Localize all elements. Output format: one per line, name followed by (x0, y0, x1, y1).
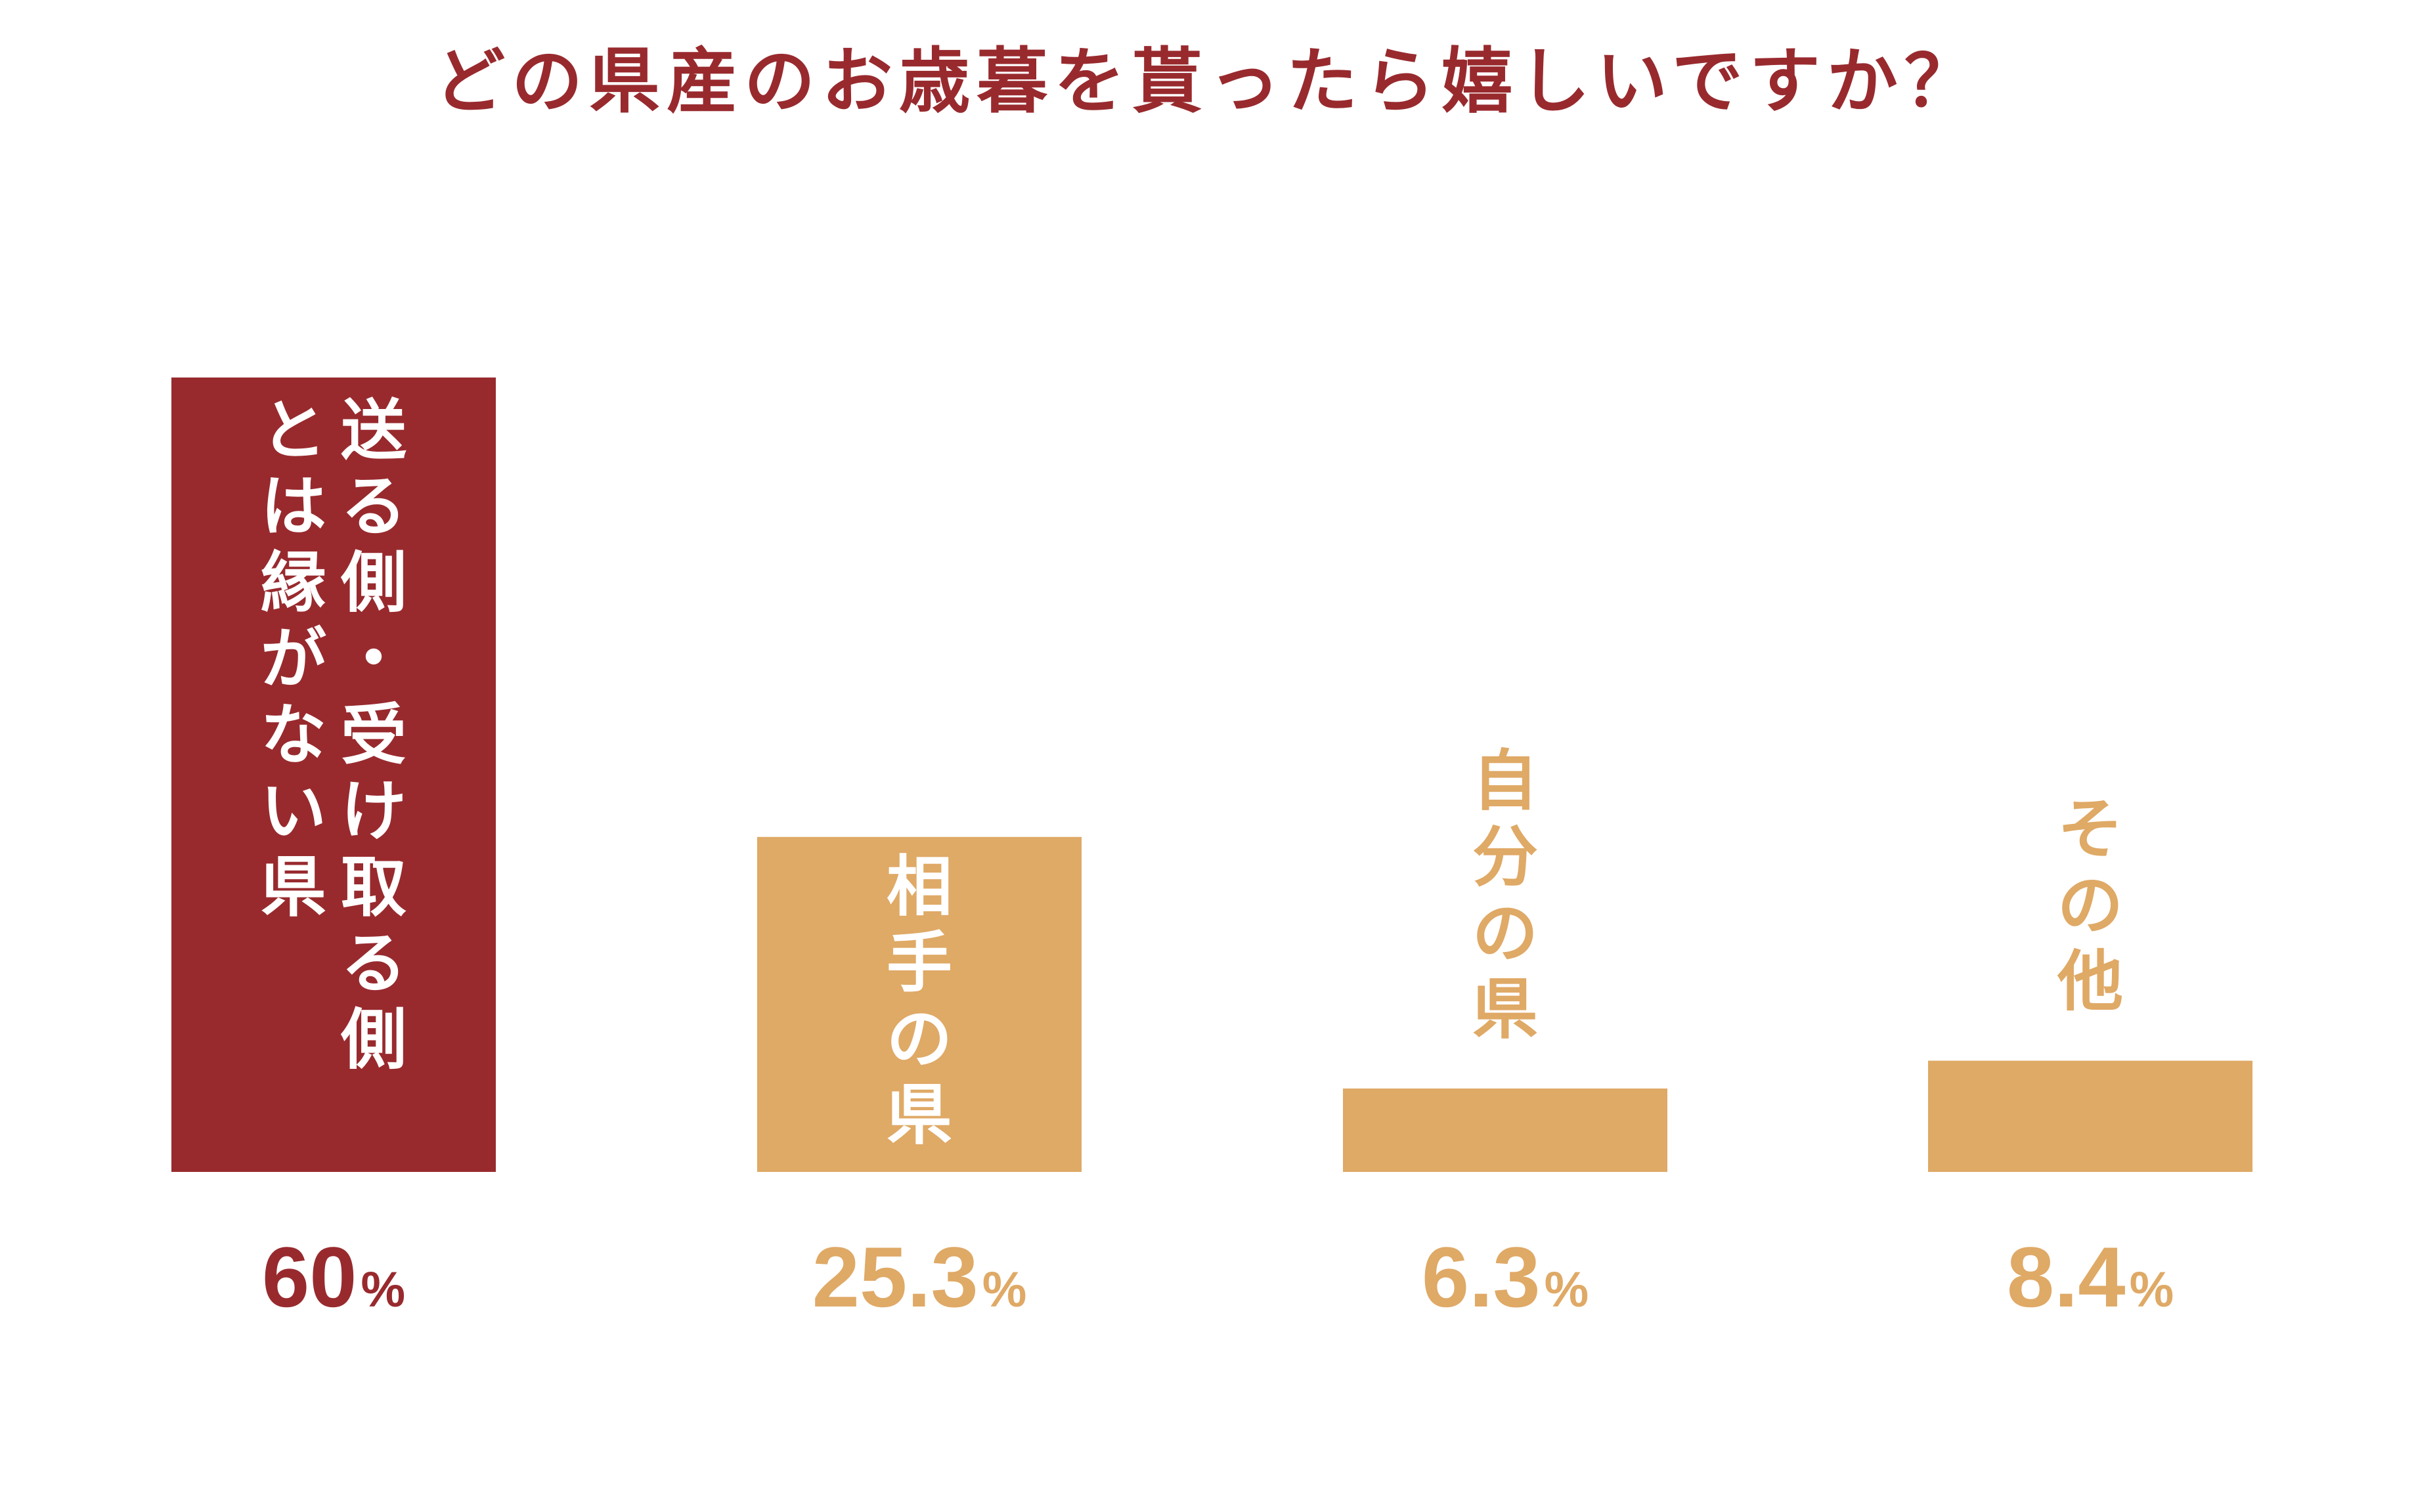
bar-3 (1343, 1088, 1667, 1172)
category-label-char: 県 (887, 1077, 952, 1154)
value-label-1: 60% (262, 1229, 405, 1325)
value-label-4: 8.4% (2007, 1229, 2174, 1325)
bar-1 (171, 378, 496, 1172)
category-label-char: る (341, 925, 406, 1002)
category-label-char: そ (2057, 791, 2123, 868)
category-label-char: 手 (887, 924, 952, 1001)
category-label-char: る (341, 468, 406, 545)
category-label-char: 自 (1472, 743, 1538, 819)
category-label-char: な (261, 697, 326, 773)
value-label-2: 25.3% (812, 1229, 1027, 1325)
value-label-3: 6.3% (1422, 1229, 1589, 1325)
category-label-char: 県 (1472, 971, 1538, 1048)
category-label-char: 側 (340, 1001, 406, 1078)
value-labels-layer: 60% 25.3% 6.3% 8.4% (262, 1229, 2174, 1325)
bar-4 (1928, 1060, 2252, 1172)
category-label-char: い (261, 773, 326, 850)
bar-2 (757, 836, 1082, 1172)
chart-title: どの県産のお歳暮を貰ったら嬉しいですか？ (434, 41, 1982, 123)
category-label-char: け (341, 773, 406, 850)
bars-layer (171, 378, 2252, 1172)
category-label-char: は (261, 468, 326, 545)
category-label-char: 県 (261, 849, 326, 926)
category-label-char: が (261, 620, 326, 697)
category-label-char: 分 (1472, 819, 1538, 896)
category-label-char: の (887, 1001, 952, 1077)
category-label-char: の (2057, 867, 2123, 944)
category-label-char: 送 (341, 392, 406, 469)
category-label-char: 他 (2057, 943, 2123, 1020)
category-label-char: 受 (341, 697, 406, 773)
category-label-char: の (1472, 895, 1538, 972)
category-label-char: 相 (887, 848, 952, 925)
category-label-char: 縁 (261, 544, 326, 621)
category-label-char: 取 (341, 849, 406, 926)
category-label-char: ・ (341, 620, 406, 697)
category-label-char: と (261, 392, 326, 469)
category-label-4: その他 (2057, 791, 2123, 1020)
category-label-char: 側 (340, 544, 406, 621)
